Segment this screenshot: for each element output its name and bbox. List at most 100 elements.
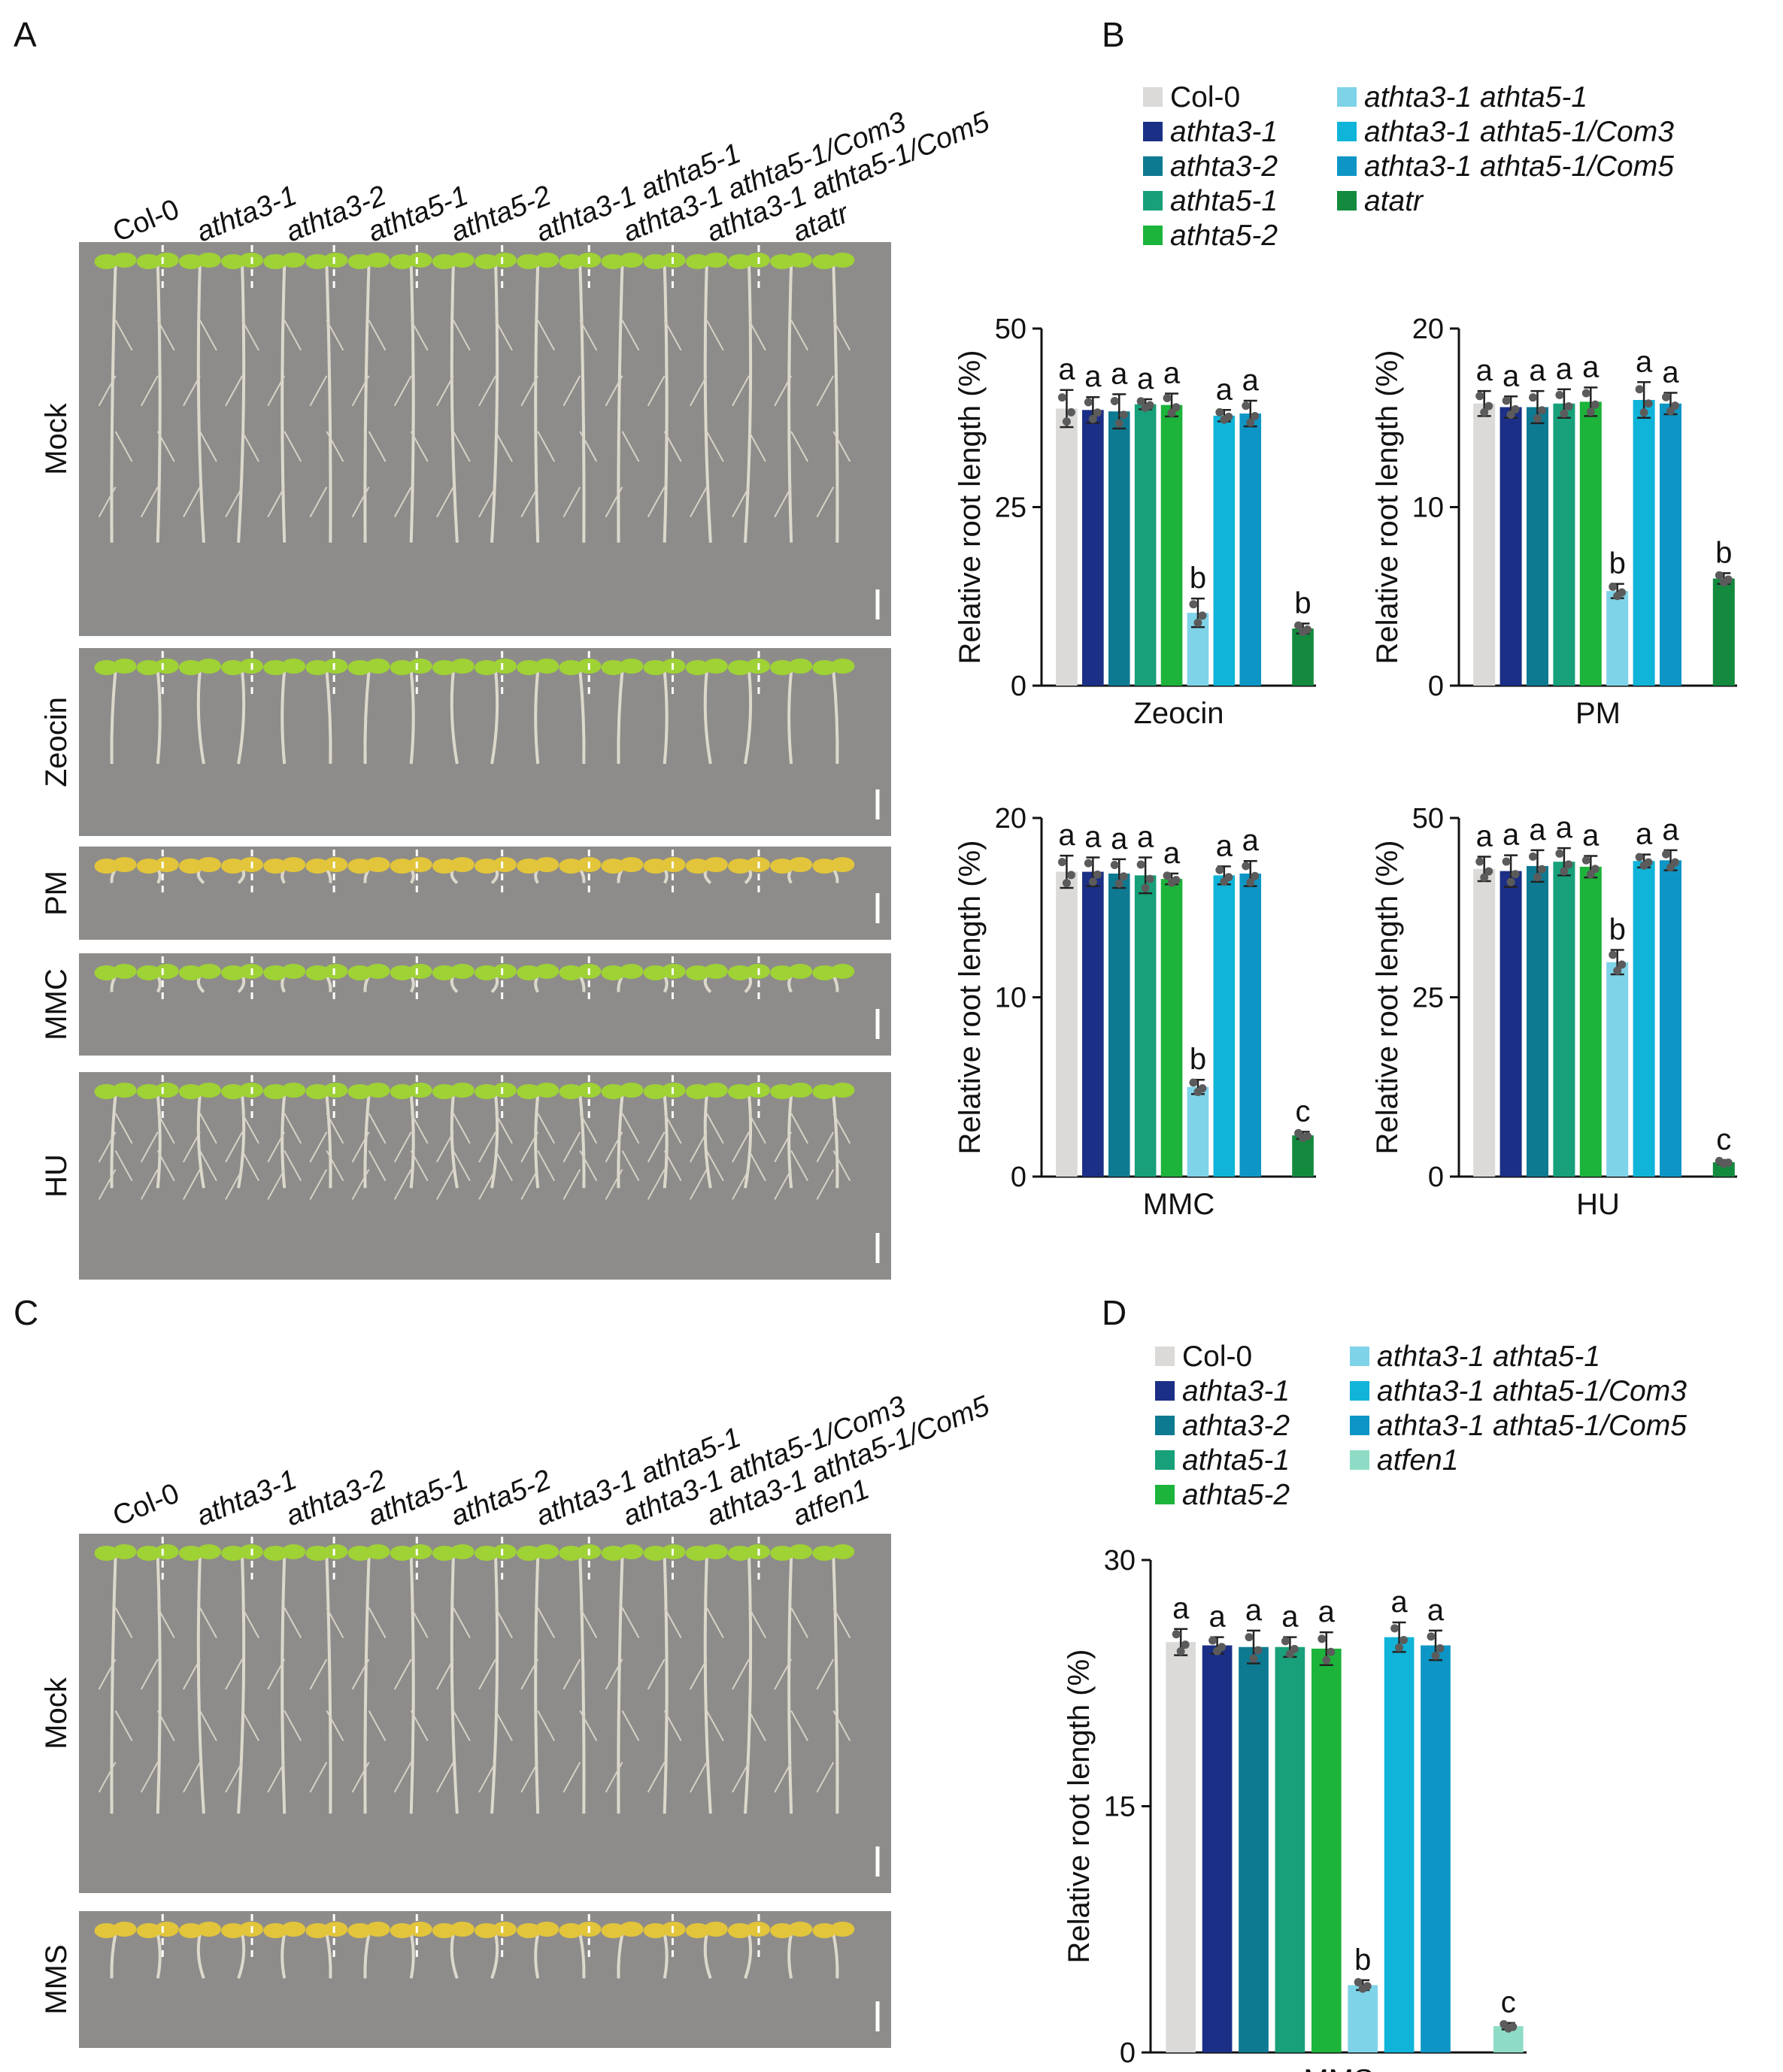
seedling-lateral-root [520, 375, 539, 407]
seedling-lateral-root [816, 375, 835, 407]
seedling-leaf [475, 965, 499, 980]
seedling-leaf [728, 254, 752, 269]
seedling-leaf [685, 1546, 710, 1561]
seedling-leaf [408, 659, 432, 674]
seedling-lateral-root [410, 1607, 429, 1638]
legend-swatch [1143, 191, 1163, 211]
seedling-lateral-root [410, 320, 429, 351]
seedling-lateral-root [453, 1113, 471, 1144]
seedling-leaf [601, 660, 626, 675]
seedling-leaf [601, 859, 626, 874]
seedling-lateral-root [326, 1710, 344, 1741]
significance-letter: a [1058, 353, 1075, 386]
seedling-leaf [196, 1083, 221, 1098]
seedling-lateral-root [114, 431, 133, 462]
legend-label: athta3-1 athta5-1 [1377, 1340, 1600, 1373]
legend-label: Col-0 [1182, 1340, 1252, 1373]
seedling-lateral-root [689, 1659, 708, 1690]
seedling-lateral-root [309, 1762, 328, 1793]
data-point [1480, 873, 1489, 882]
bar [1659, 403, 1682, 686]
significance-letter: a [1084, 820, 1102, 853]
y-tick-label: 0 [1120, 2037, 1136, 2069]
seedling-root [617, 264, 624, 543]
seedling-lateral-root [663, 1607, 682, 1638]
seedling-root [156, 1556, 162, 1814]
seedling-lateral-root [705, 320, 724, 351]
data-point [1114, 419, 1123, 428]
seedling-lateral-root [832, 1113, 851, 1144]
data-point [1189, 600, 1198, 609]
data-point [1285, 1649, 1294, 1659]
seedling-lateral-root [140, 375, 159, 407]
data-point [1220, 415, 1229, 424]
data-point [1088, 414, 1097, 423]
seedling-root [156, 1094, 162, 1189]
data-point [1066, 871, 1075, 880]
significance-letter: a [1503, 359, 1520, 392]
seedling-leaf [812, 859, 837, 874]
seedling-leaf [263, 660, 288, 675]
seedling-root [617, 1933, 624, 1979]
significance-letter: a [1662, 813, 1679, 847]
seedling-lateral-root [790, 1113, 809, 1144]
seedling-root [490, 264, 499, 543]
significance-letter: a [1476, 820, 1493, 853]
bar [1108, 873, 1130, 1177]
y-axis-label: Relative root length (%) [1371, 350, 1404, 665]
data-point [1114, 879, 1123, 888]
bar [1473, 403, 1496, 686]
seedling-leaf [770, 254, 795, 269]
seedling-leaf [788, 253, 813, 268]
seedling-leaf [450, 1544, 475, 1559]
seedling-lateral-root [774, 1168, 793, 1200]
data-point [1057, 393, 1066, 402]
seedling-leaf [517, 660, 541, 675]
seedling-lateral-root [478, 375, 496, 407]
data-point [1427, 1632, 1436, 1641]
seedling-lateral-root [732, 375, 750, 407]
seedling-leaf [728, 660, 752, 675]
data-point [1251, 411, 1260, 420]
seedling-lateral-root [225, 486, 243, 518]
seedling-leaf [559, 965, 584, 980]
seedling-lateral-root [267, 375, 286, 407]
seedling-lateral-root [183, 375, 201, 407]
seedling-root [110, 1556, 117, 1814]
seedling-leaf [601, 1923, 626, 1938]
seedling-lateral-root [520, 1168, 539, 1200]
significance-letter: a [1208, 1601, 1226, 1634]
significance-letter: a [1476, 354, 1493, 387]
data-point [1354, 1978, 1363, 1987]
bar [1213, 875, 1236, 1177]
seedling-lateral-root [98, 1168, 117, 1200]
legend-label: atatr [1364, 185, 1424, 217]
seedling-lateral-root [436, 375, 454, 407]
significance-letter: a [1662, 356, 1679, 389]
seedling-root [534, 1556, 540, 1814]
seedling-leaf [493, 659, 517, 674]
seedling-lateral-root [183, 1131, 201, 1163]
seedling-leaf [788, 1544, 813, 1559]
data-point [1581, 389, 1590, 398]
seedling-leaf [305, 254, 330, 269]
legend-swatch [1155, 1381, 1175, 1401]
seedling-lateral-root [579, 1710, 598, 1741]
seedling-lateral-root [241, 1710, 259, 1741]
significance-letter: c [1296, 1095, 1311, 1128]
data-point [1662, 850, 1670, 859]
seedling-leaf [493, 964, 517, 979]
seedling-leaf [493, 1083, 517, 1098]
significance-letter: a [1084, 360, 1102, 393]
seedling-lateral-root [520, 1762, 539, 1793]
data-point [1390, 1624, 1399, 1633]
seedling-leaf [830, 253, 855, 268]
seedling-leaf [365, 857, 390, 872]
significance-letter: a [1281, 1601, 1299, 1634]
significance-letter: b [1190, 1043, 1206, 1076]
data-point [1215, 865, 1224, 874]
seedling-lateral-root [183, 1659, 201, 1690]
seedling-leaf [136, 965, 161, 980]
